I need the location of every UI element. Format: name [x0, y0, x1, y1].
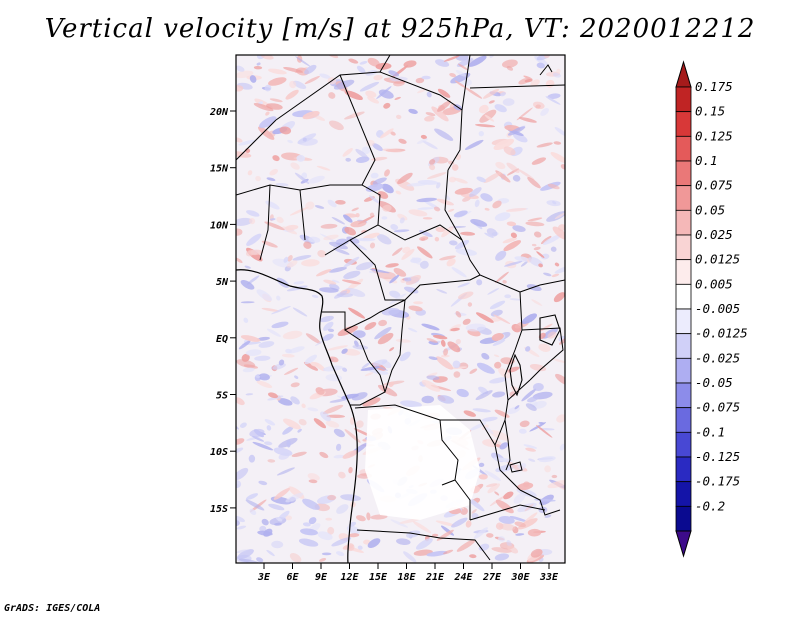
- colorbar-label: 0.1: [695, 153, 718, 168]
- lat-label: 5N: [216, 277, 229, 288]
- colorbar-label: 0.025: [695, 227, 733, 242]
- colorbar-swatch: [675, 333, 692, 359]
- colorbar-swatch: [675, 234, 692, 261]
- map-title: Vertical velocity [m/s] at 925hPa, VT: 2…: [44, 14, 756, 44]
- colorbar-swatch: [675, 407, 692, 433]
- colorbar-label: -0.05: [695, 375, 733, 390]
- grads-credit: GrADS: IGES/COLA: [4, 603, 101, 614]
- lon-label: 27E: [482, 572, 502, 583]
- lat-label: 15N: [210, 164, 229, 175]
- colorbar-swatch: [675, 481, 692, 507]
- colorbar-swatch: [675, 357, 692, 384]
- lon-label: 3E: [257, 572, 271, 583]
- colorbar-swatch: [675, 160, 692, 187]
- colorbar-swatch: [675, 505, 692, 532]
- map-borders: [236, 55, 565, 563]
- colorbar-label: -0.175: [695, 474, 740, 489]
- colorbar-swatch: [675, 456, 692, 483]
- lon-label: 9E: [315, 572, 328, 583]
- lon-label: 12E: [340, 572, 359, 583]
- colorbar-label: -0.075: [695, 400, 740, 415]
- lon-label: 18E: [397, 572, 416, 583]
- colorbar-label: -0.005: [695, 301, 740, 316]
- lat-label: 10N: [210, 220, 229, 231]
- colorbar-label: 0.125: [695, 128, 733, 143]
- lon-label: 6E: [286, 572, 299, 583]
- longitude-axis: 3E 6E 9E 12E 15E 18E 21E 24E 27E 30E 33E: [257, 563, 559, 583]
- colorbar-swatch: [675, 431, 692, 458]
- colorbar-swatch: [675, 111, 692, 137]
- colorbar-swatch: [675, 283, 692, 310]
- colorbar-label: 0.0125: [695, 252, 740, 267]
- colorbar-cap-bottom: [675, 530, 692, 558]
- colorbar-swatch: [675, 209, 692, 236]
- colorbar-label: 0.05: [695, 202, 725, 217]
- colorbar-swatch: [675, 382, 692, 409]
- colorbar-label: -0.1: [695, 424, 725, 439]
- colorbar-cap-top: [675, 60, 692, 88]
- latitude-axis: 20N 15N 10N 5N EQ 5S 10S 15S: [209, 107, 236, 515]
- colorbar-swatch: [675, 185, 692, 211]
- map-frame: [235, 54, 566, 564]
- velocity-field: [236, 55, 565, 563]
- coastline: [236, 269, 358, 563]
- colorbar-swatch: [675, 259, 692, 285]
- lon-label: 30E: [510, 572, 530, 583]
- colorbar-label: 0.175: [695, 79, 733, 94]
- lat-label: 5S: [216, 391, 228, 402]
- lat-label: EQ: [216, 334, 228, 345]
- lon-label: 33E: [539, 572, 559, 583]
- lat-label: 10S: [210, 447, 228, 458]
- colorbar-label: 0.075: [695, 178, 733, 193]
- lon-label: 15E: [369, 572, 388, 583]
- colorbar-label: 0.15: [695, 104, 725, 119]
- colorbar-label: -0.025: [695, 350, 740, 365]
- lon-label: 21E: [425, 572, 445, 583]
- colorbar-swatch: [675, 308, 692, 335]
- colorbar-label: 0.005: [695, 276, 733, 291]
- lat-label: 15S: [210, 504, 228, 515]
- colorbar-swatch: [675, 86, 692, 113]
- lon-label: 24E: [453, 572, 473, 583]
- colorbar-label: -0.125: [695, 449, 740, 464]
- colorbar-label: -0.2: [695, 498, 725, 513]
- colorbar: 0.175 0.15 0.125 0.1 0.075 0.05 0.025 0.0125 0.0…: [675, 60, 748, 558]
- lat-label: 20N: [209, 107, 229, 118]
- colorbar-swatch: [675, 135, 692, 162]
- colorbar-label: -0.0125: [695, 326, 748, 341]
